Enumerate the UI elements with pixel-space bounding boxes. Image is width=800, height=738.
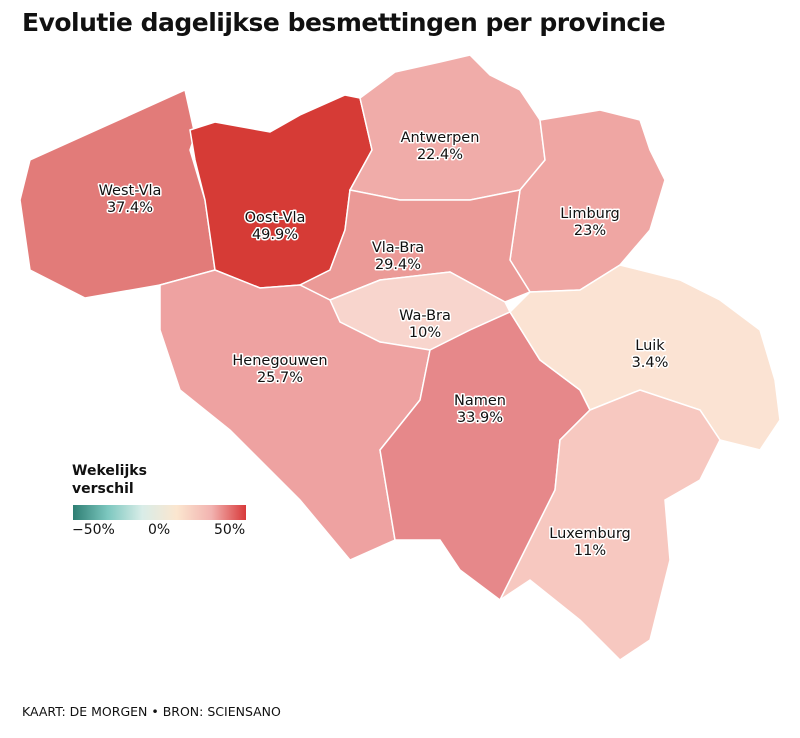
- source-credit: KAART: DE MORGEN • BRON: SCIENSANO: [22, 704, 281, 719]
- province-value-label-wa-bra: 10%: [409, 325, 441, 341]
- map-title: Evolutie dagelijkse besmettingen per pro…: [22, 8, 666, 37]
- province-value-label-namen: 33.9%: [457, 410, 503, 426]
- province-luxemburg: [498, 389, 721, 661]
- province-luik: [509, 264, 781, 451]
- province-value-label-oost-vla: 49.9%: [252, 227, 298, 243]
- province-name-label-oost-vla: Oost-Vla: [245, 210, 306, 226]
- province-name-label-namen: Namen: [454, 393, 506, 409]
- province-name-label-west-vla: West-Vla: [99, 183, 162, 199]
- legend-tick-max: 50%: [214, 522, 246, 538]
- legend-title: Wekelijks verschil: [72, 463, 147, 497]
- legend-color-bar: [73, 505, 246, 520]
- province-name-label-limburg: Limburg: [560, 206, 620, 222]
- province-antwerpen: [348, 54, 546, 201]
- province-value-label-limburg: 23%: [574, 223, 606, 239]
- province-name-label-luxemburg: Luxemburg: [549, 526, 631, 542]
- province-value-label-luik: 3.4%: [632, 355, 669, 371]
- province-name-label-vla-bra: Vla-Bra: [372, 240, 424, 256]
- legend-tick-zero: 0%: [148, 522, 171, 538]
- province-value-label-vla-bra: 29.4%: [375, 257, 421, 273]
- province-name-label-luik: Luik: [635, 338, 665, 354]
- province-name-label-henegouwen: Henegouwen: [232, 353, 327, 369]
- province-value-label-west-vla: 37.4%: [107, 200, 153, 216]
- legend-tick-min: −50%: [72, 522, 115, 538]
- province-value-label-antwerpen: 22.4%: [417, 147, 463, 163]
- province-name-label-antwerpen: Antwerpen: [401, 130, 480, 146]
- province-value-label-luxemburg: 11%: [574, 543, 606, 559]
- province-name-label-wa-bra: Wa-Bra: [399, 308, 451, 324]
- province-value-label-henegouwen: 25.7%: [257, 370, 303, 386]
